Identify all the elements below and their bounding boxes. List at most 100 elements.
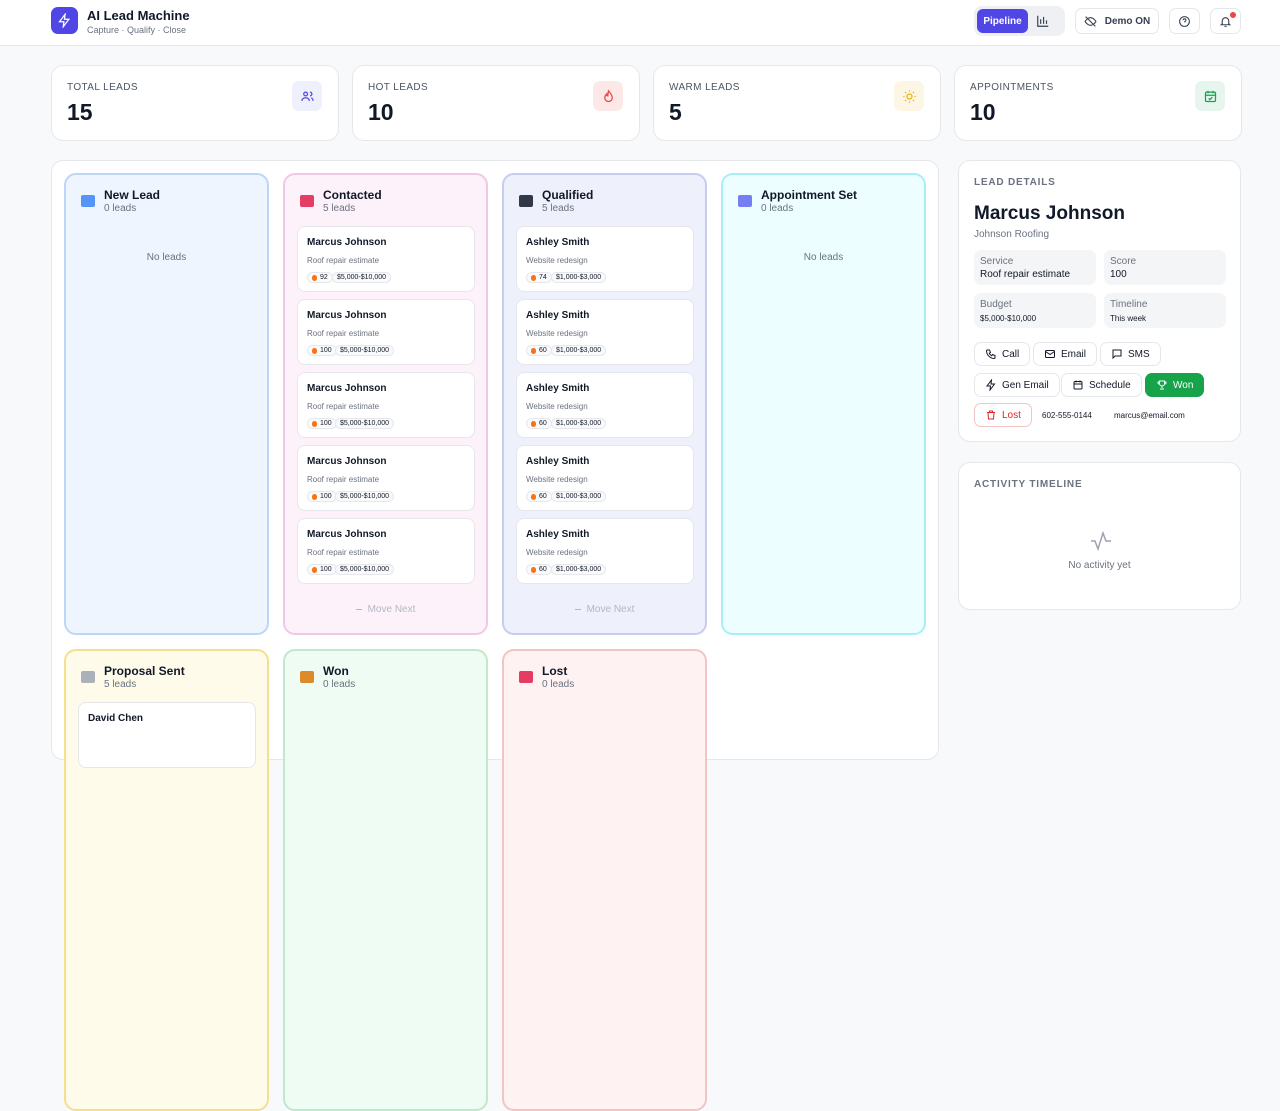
lead-service: Website redesign [526, 548, 588, 557]
budget-badge: $1,000-$3,000 [551, 345, 607, 356]
lead-card[interactable]: Ashley Smith Website redesign 74 $1,000-$3,… [516, 226, 694, 292]
budget-badge: $1,000-$3,000 [551, 418, 607, 429]
phone: 602-555-0144 [1042, 411, 1092, 420]
empty-text: No activity yet [1068, 560, 1131, 571]
column-title: Contacted [323, 188, 382, 202]
lead-card[interactable]: Marcus Johnson Roof repair estimate 100 $5,… [297, 372, 475, 438]
budget-badge: $5,000-$10,000 [335, 345, 395, 356]
score-badge: 60 [526, 491, 552, 502]
column-icon [80, 193, 96, 209]
stat-label: APPOINTMENTS [970, 82, 1054, 93]
help-button[interactable] [1169, 8, 1200, 34]
flame-icon [531, 347, 536, 354]
detail-field: Timeline This week [1104, 293, 1226, 328]
action-label: Won [1173, 379, 1194, 391]
section-label: ACTIVITY TIMELINE [974, 479, 1083, 490]
action-icon [1111, 348, 1123, 360]
score: 60 [539, 566, 547, 573]
move-next[interactable]: Move Next [504, 604, 705, 615]
stat-card: TOTAL LEADS 15 [51, 65, 339, 141]
lead-card[interactable]: Marcus Johnson Roof repair estimate 100 $5,… [297, 299, 475, 365]
column-title: Qualified [542, 188, 594, 202]
lead-details: LEAD DETAILS Marcus Johnson Johnson Roofin… [958, 160, 1241, 442]
action-button[interactable]: SMS [1100, 342, 1161, 366]
score-badge: 60 [526, 564, 552, 575]
lead-service: Roof repair estimate [307, 329, 380, 338]
lead-name: David Chen [88, 713, 144, 724]
pipeline-column: Lost 0 leads [502, 649, 707, 1111]
stat-label: TOTAL LEADS [67, 82, 138, 93]
stat-label: HOT LEADS [368, 82, 429, 93]
flame-icon [312, 347, 317, 354]
flame-icon [531, 274, 536, 281]
score: 60 [539, 347, 547, 354]
pipeline-column: Won 0 leads [283, 649, 488, 1111]
arrow-icon [355, 608, 362, 610]
notifications[interactable] [1210, 8, 1241, 34]
stat-icon [894, 81, 924, 111]
lead-card[interactable]: Marcus Johnson Roof repair estimate 92 $5,0… [297, 226, 475, 292]
lead-name: Ashley Smith [526, 529, 590, 540]
budget-badge: $1,000-$3,000 [551, 272, 607, 283]
field-value: This week [1110, 314, 1147, 323]
detail-field: Score 100 [1104, 250, 1226, 285]
activity-icon [1089, 529, 1113, 558]
lead-card[interactable]: Ashley Smith Website redesign 60 $1,000-$3,… [516, 299, 694, 365]
chart-tab[interactable] [1036, 14, 1050, 33]
logo [51, 7, 78, 34]
activity-panel: ACTIVITY TIMELINE No activity yet [958, 462, 1241, 610]
action-icon [985, 409, 997, 421]
column-count: 5 leads [323, 203, 356, 214]
header: AI Lead Machine Capture · Qualify · Clos… [0, 0, 1280, 46]
score-badge: 60 [526, 345, 552, 356]
action-button[interactable]: Schedule [1061, 373, 1142, 397]
field-value: 100 [1110, 269, 1127, 280]
lead-card[interactable]: David Chen [78, 702, 256, 768]
lead-card[interactable]: Ashley Smith Website redesign 60 $1,000-$3,… [516, 518, 694, 584]
lead-name: Marcus Johnson [307, 529, 387, 540]
lead-card[interactable]: Marcus Johnson Roof repair estimate 100 $5,… [297, 445, 475, 511]
demo-toggle[interactable]: Demo ON [1075, 8, 1159, 34]
lead-service: Website redesign [526, 475, 588, 484]
action-button[interactable]: Gen Email [974, 373, 1060, 397]
column-title: Appointment Set [761, 188, 857, 202]
column-count: 0 leads [104, 203, 137, 214]
view-switch: Pipeline [974, 6, 1065, 36]
lead-service: Roof repair estimate [307, 548, 380, 557]
column-title: Won [323, 664, 349, 678]
lead-card[interactable]: Ashley Smith Website redesign 60 $1,000-$3,… [516, 445, 694, 511]
action-icon [1072, 379, 1084, 391]
score: 100 [320, 420, 332, 427]
empty-text: No leads [146, 252, 187, 263]
lead-name: Marcus Johnson [307, 310, 387, 321]
demo-label: Demo ON [1104, 15, 1151, 27]
stat-value: 5 [669, 99, 682, 125]
column-title: Lost [542, 664, 568, 678]
action-button[interactable]: Lost [974, 403, 1032, 427]
flame-icon [531, 420, 536, 427]
arrow-icon [574, 608, 581, 610]
action-button[interactable]: Won [1145, 373, 1205, 397]
company: Johnson Roofing [974, 229, 1050, 240]
budget-badge: $5,000-$10,000 [332, 272, 392, 283]
action-icon [985, 379, 997, 391]
score-badge: 100 [307, 564, 337, 575]
move-next[interactable]: Move Next [285, 604, 486, 615]
action-button[interactable]: Call [974, 342, 1031, 366]
lead-name: Marcus Johnson [974, 203, 1125, 224]
action-icon [1156, 379, 1168, 391]
lead-card[interactable]: Ashley Smith Website redesign 60 $1,000-$3,… [516, 372, 694, 438]
action-icon [1044, 348, 1056, 360]
column-icon [80, 669, 96, 685]
lead-card[interactable]: Marcus Johnson Roof repair estimate 100 $5,… [297, 518, 475, 584]
column-count: 5 leads [104, 679, 137, 690]
score: 100 [320, 566, 332, 573]
score: 92 [320, 274, 328, 281]
action-button[interactable]: Email [1033, 342, 1098, 366]
email: marcus@email.com [1114, 411, 1185, 420]
flame-icon [312, 420, 317, 427]
score-badge: 92 [307, 272, 333, 283]
tab[interactable]: Pipeline [977, 9, 1028, 33]
pipeline-column: Contacted 5 leads Marcus Johnson Roof repai… [283, 173, 488, 635]
lead-name: Ashley Smith [526, 456, 590, 467]
